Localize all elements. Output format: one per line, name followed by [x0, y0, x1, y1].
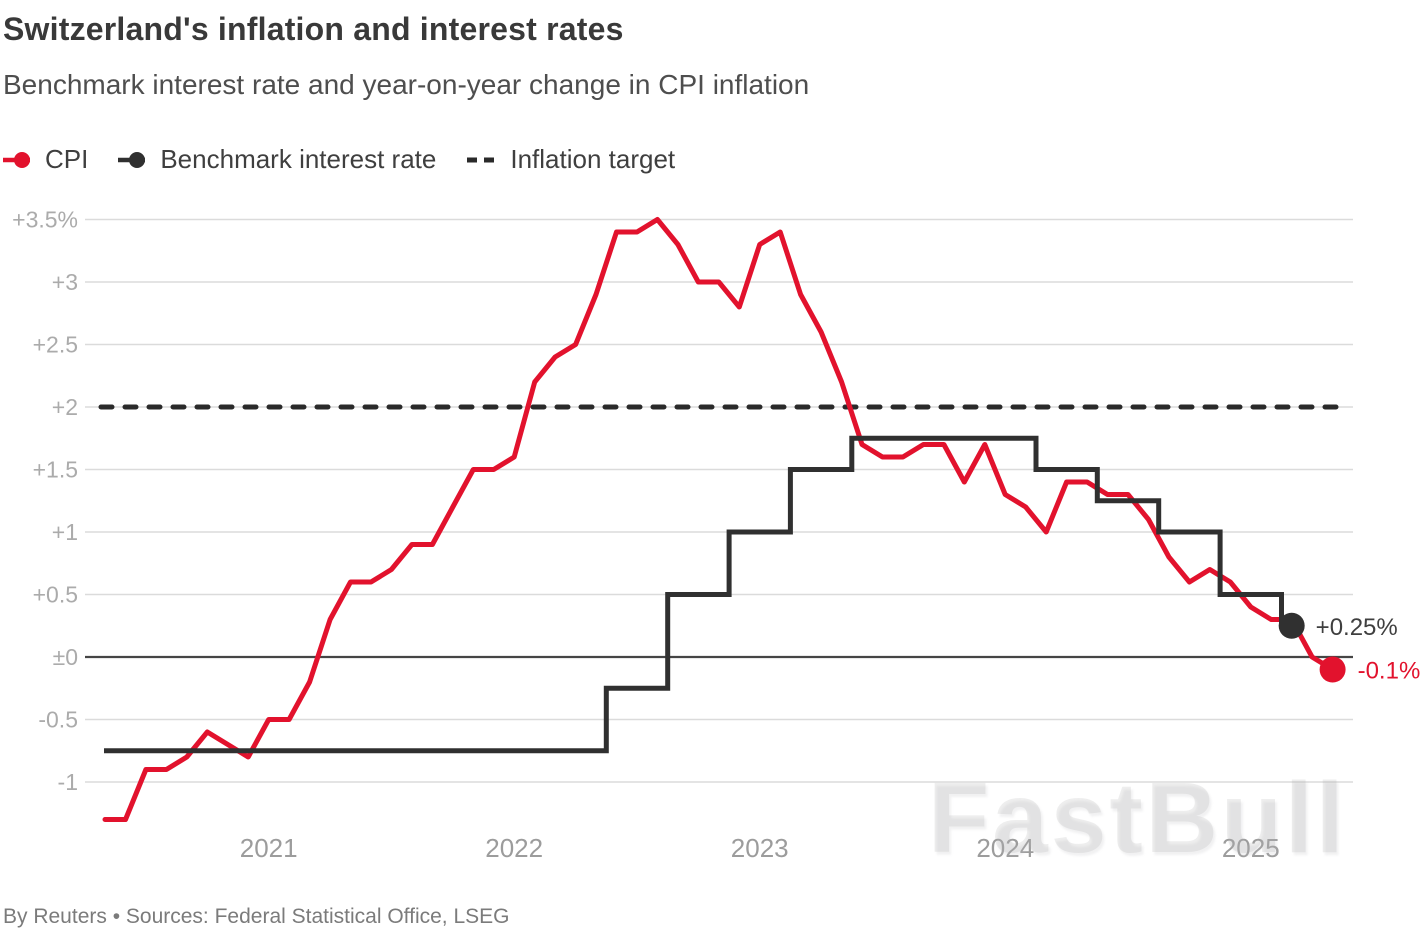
- x-tick-label: 2021: [240, 833, 298, 863]
- rate-end-dot: [1278, 612, 1305, 639]
- chart-canvas: +3.5% +3 +2.5 +2 +1.5 +1 +0.5 ±0 -0.5 -1 2021 2022 2…: [12, 207, 1420, 864]
- legend-label-inflation-target: Inflation target: [510, 144, 676, 174]
- y-tick-label: +2: [52, 394, 78, 420]
- y-tick-label: ±0: [53, 644, 78, 670]
- cpi-line: [102, 217, 1336, 822]
- x-tick-label: 2025: [1222, 833, 1280, 863]
- benchmark-rate-line: [104, 435, 1292, 754]
- x-tick-label: 2024: [976, 833, 1034, 863]
- legend-label-benchmark-rate: Benchmark interest rate: [160, 144, 437, 174]
- chart-subtitle: Benchmark interest rate and year-on-year…: [3, 69, 810, 100]
- x-tick-label: 2023: [731, 833, 789, 863]
- chart-legend: CPI Benchmark interest rate Inflation ta…: [3, 144, 675, 175]
- source-attribution: By Reuters • Sources: Federal Statistica…: [3, 905, 510, 928]
- cpi-line-dot-icon: [3, 151, 30, 168]
- chart-plot-area: +3.5% +3 +2.5 +2 +1.5 +1 +0.5 ±0 -0.5 -1 2021 2022 2…: [0, 195, 1420, 885]
- y-tick-label: +1.5: [33, 457, 78, 483]
- y-tick-label: -0.5: [38, 707, 78, 733]
- y-tick-label: +2.5: [33, 332, 78, 358]
- y-tick-label: +1: [52, 519, 78, 545]
- cpi-end-dot: [1319, 656, 1346, 683]
- dashed-line-icon: [467, 157, 498, 162]
- rate-end-annotation: +0.25%: [1316, 614, 1398, 641]
- y-tick-label: +3: [52, 269, 78, 295]
- y-tick-label: +3.5%: [12, 207, 78, 233]
- x-tick-label: 2022: [485, 833, 543, 863]
- rate-line-dot-icon: [118, 151, 146, 168]
- y-tick-label: -1: [58, 769, 78, 795]
- cpi-end-annotation: -0.1%: [1358, 658, 1420, 685]
- y-tick-label: +0.5: [33, 582, 78, 608]
- legend-label-cpi: CPI: [45, 144, 89, 174]
- legend-item-benchmark-rate: Benchmark interest rate: [118, 144, 436, 175]
- legend-item-inflation-target: Inflation target: [466, 144, 675, 175]
- chart-title: Switzerland's inflation and interest rat…: [3, 11, 624, 47]
- legend-item-cpi: CPI: [3, 144, 88, 175]
